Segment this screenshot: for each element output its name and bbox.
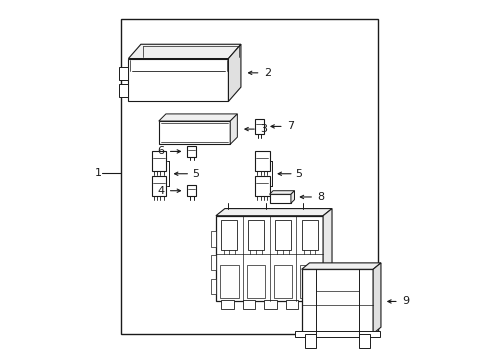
Polygon shape <box>228 44 241 102</box>
Bar <box>358 334 369 348</box>
Polygon shape <box>128 44 241 59</box>
Bar <box>210 231 216 247</box>
Bar <box>151 176 165 196</box>
Bar <box>210 279 216 294</box>
Text: 2: 2 <box>264 68 271 78</box>
Bar <box>216 216 323 301</box>
Bar <box>294 331 380 337</box>
Text: 9: 9 <box>402 296 408 306</box>
Bar <box>121 19 378 334</box>
Polygon shape <box>159 114 237 121</box>
Bar <box>151 152 165 171</box>
Bar <box>305 334 315 348</box>
Bar <box>242 300 255 309</box>
Bar <box>255 152 269 171</box>
Text: 5: 5 <box>192 169 199 179</box>
Bar <box>159 121 230 144</box>
Text: 6: 6 <box>157 147 164 157</box>
Text: 5: 5 <box>295 169 302 179</box>
Bar <box>187 146 196 157</box>
Bar <box>300 265 318 298</box>
Bar <box>246 265 265 298</box>
Bar <box>273 265 292 298</box>
Bar <box>306 300 319 309</box>
Polygon shape <box>372 263 380 334</box>
Bar <box>119 67 128 80</box>
Bar <box>187 185 196 196</box>
Text: 7: 7 <box>287 121 294 131</box>
Bar <box>301 269 372 334</box>
Text: 3: 3 <box>260 124 267 134</box>
Bar <box>119 85 128 97</box>
Bar <box>285 300 298 309</box>
Bar <box>301 220 317 250</box>
Bar <box>247 220 264 250</box>
Polygon shape <box>323 208 331 301</box>
Polygon shape <box>290 191 294 203</box>
Bar <box>220 265 238 298</box>
Text: 8: 8 <box>317 192 324 202</box>
Bar <box>255 119 264 134</box>
Bar <box>210 255 216 270</box>
Bar <box>269 194 290 203</box>
Polygon shape <box>230 114 237 144</box>
Bar <box>255 176 269 196</box>
Polygon shape <box>301 263 380 269</box>
Text: 1: 1 <box>94 168 102 178</box>
Bar <box>274 220 290 250</box>
Text: 4: 4 <box>157 186 164 196</box>
Bar <box>221 300 233 309</box>
Bar <box>264 300 276 309</box>
Polygon shape <box>216 208 331 216</box>
Bar <box>128 59 228 102</box>
Bar <box>221 220 237 250</box>
Polygon shape <box>269 191 294 194</box>
